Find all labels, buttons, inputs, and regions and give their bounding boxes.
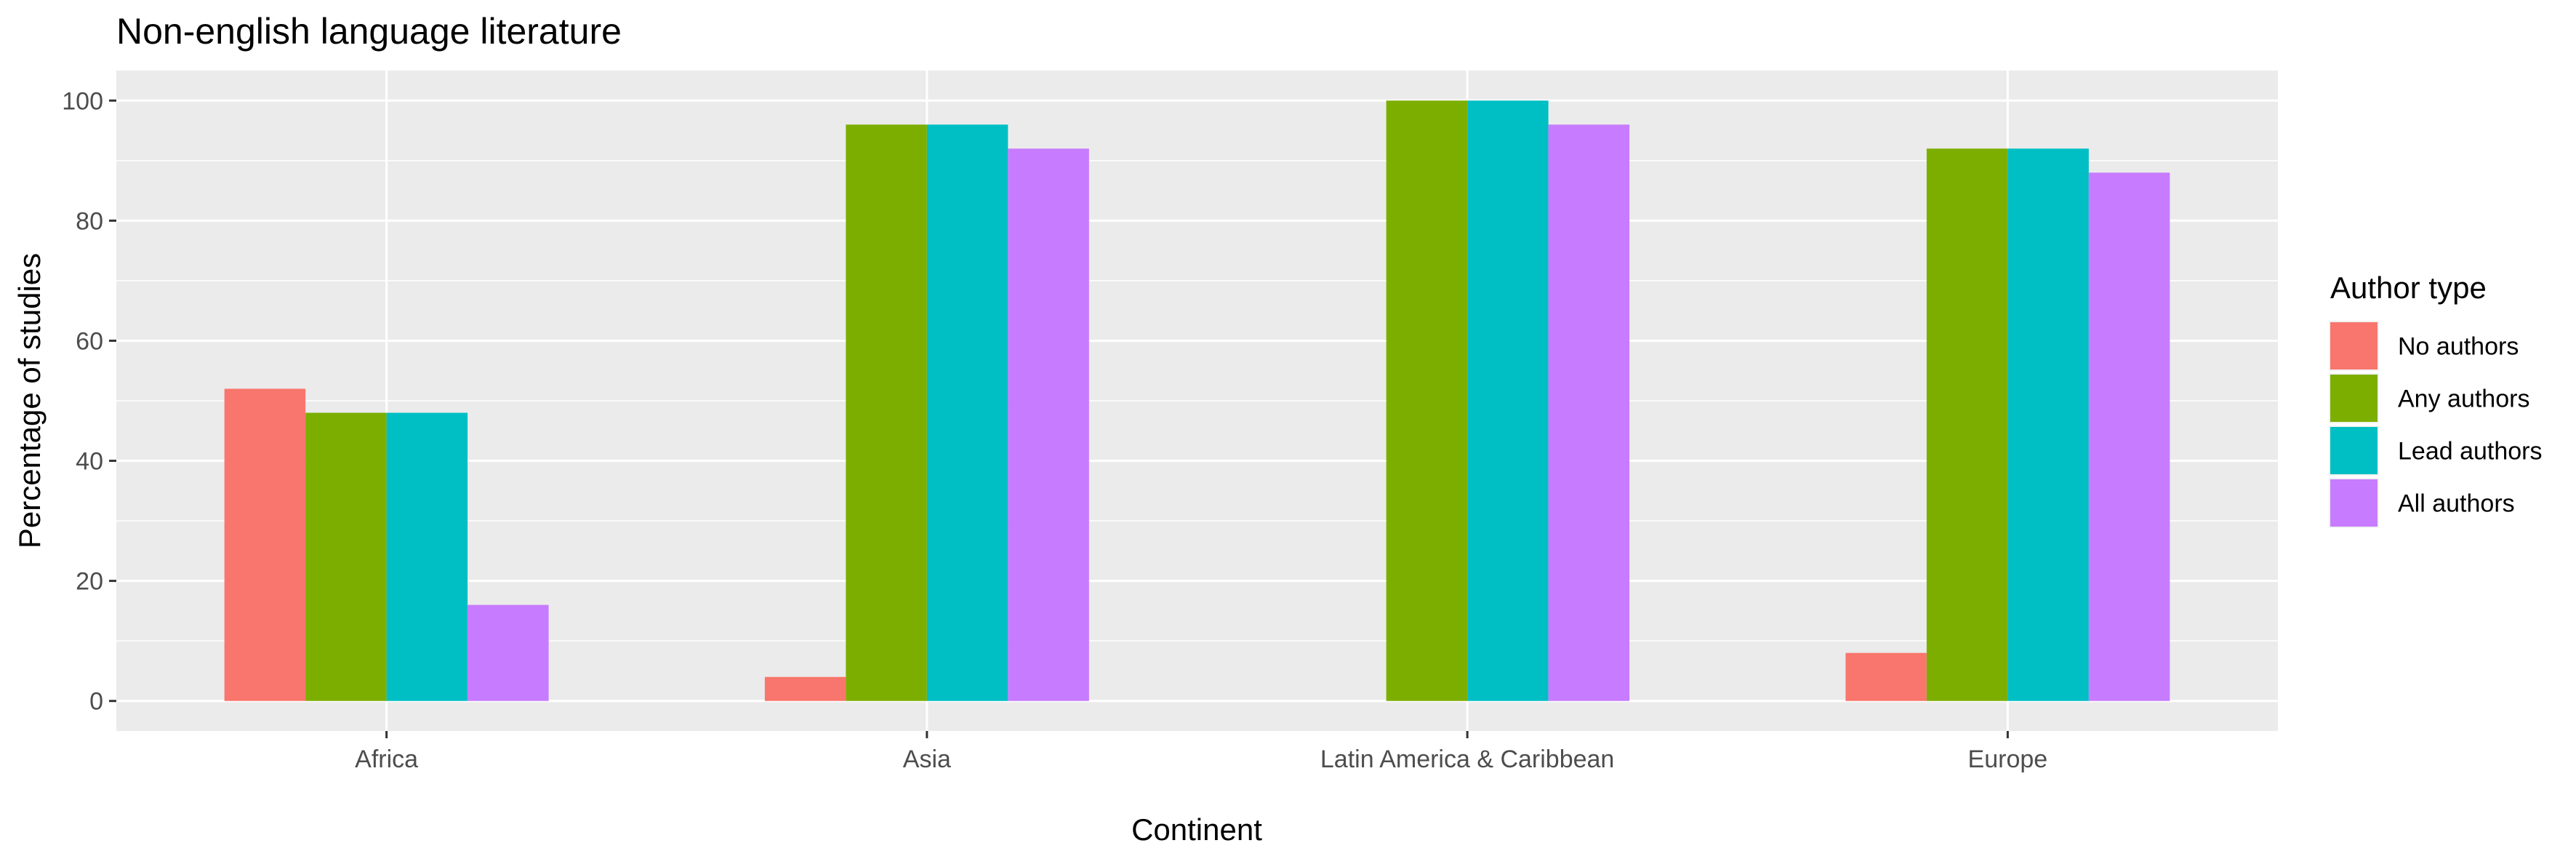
legend-swatch — [2330, 427, 2378, 474]
legend-label: Lead authors — [2398, 438, 2543, 466]
y-tick-label: 60 — [76, 327, 103, 355]
x-axis: Africa Asia Latin America & Caribbean Europ… — [355, 731, 2047, 773]
y-tick-label: 20 — [76, 568, 103, 596]
bar — [1386, 100, 1468, 701]
legend-label: Any authors — [2398, 385, 2529, 413]
bar — [1548, 124, 1630, 701]
y-tick-label: 80 — [76, 207, 103, 235]
x-tick-label: Europe — [1968, 746, 2048, 773]
legend-label: No authors — [2398, 333, 2519, 361]
y-axis: 0 20 40 60 80 100 — [62, 87, 116, 716]
bar — [846, 124, 927, 701]
x-axis-title: Continent — [1131, 812, 1262, 847]
legend-title: Author type — [2330, 271, 2487, 305]
y-tick-label: 40 — [76, 448, 103, 476]
bar — [1845, 652, 1927, 701]
chart-title: Non-english language literature — [116, 11, 622, 52]
y-tick-label: 0 — [89, 688, 103, 716]
legend: Author type No authors Any authors Lead au… — [2329, 271, 2543, 528]
x-tick-label: Latin America & Caribbean — [1320, 746, 1614, 773]
x-tick-label: Asia — [903, 746, 951, 773]
bar — [2007, 148, 2089, 701]
bar — [224, 388, 306, 701]
bar — [764, 676, 846, 701]
x-tick-label: Africa — [355, 746, 418, 773]
y-axis-title: Percentage of studies — [12, 253, 47, 548]
legend-label: All authors — [2398, 490, 2515, 518]
bar — [305, 412, 387, 701]
legend-swatch — [2330, 479, 2378, 527]
bar — [386, 412, 468, 701]
legend-swatch — [2330, 322, 2378, 369]
y-tick-label: 100 — [62, 87, 103, 115]
bar — [1008, 148, 1089, 701]
bar — [2088, 172, 2170, 701]
legend-swatch — [2330, 375, 2378, 422]
bar-series — [224, 100, 2170, 701]
bar — [1926, 148, 2008, 701]
bar — [926, 124, 1008, 701]
bar — [1467, 100, 1549, 701]
bar — [468, 604, 549, 701]
